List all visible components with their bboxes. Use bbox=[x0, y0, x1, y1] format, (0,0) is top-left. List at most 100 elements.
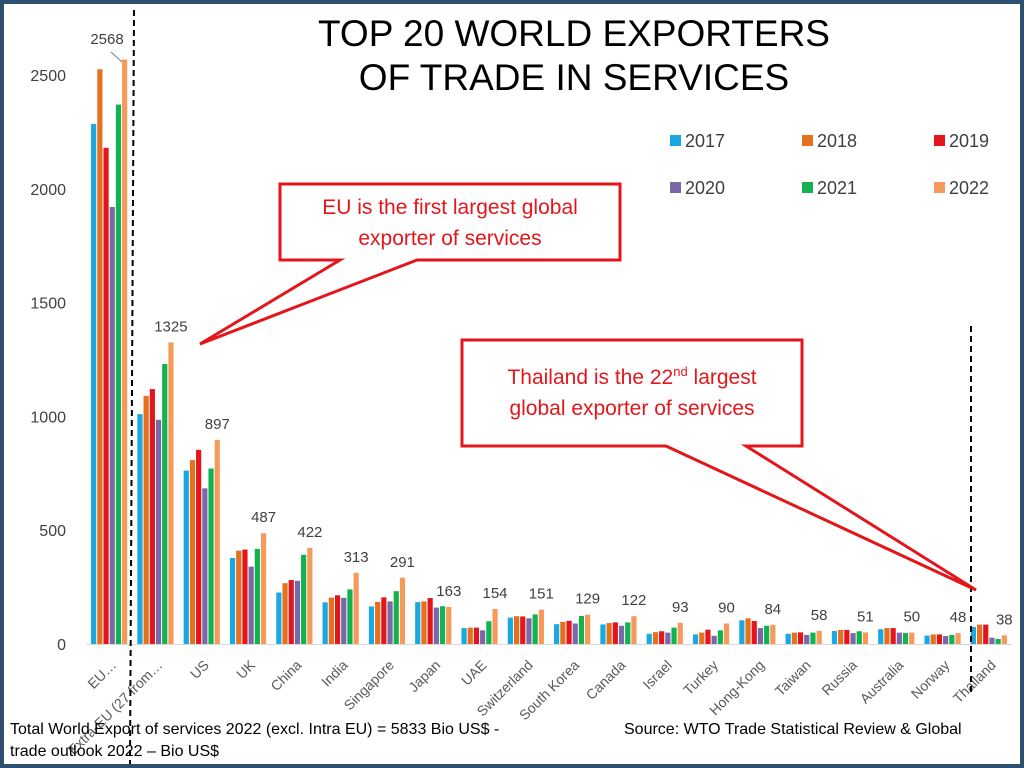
bar-2020 bbox=[850, 633, 856, 644]
separator-line-eu bbox=[129, 9, 135, 764]
bar-2019 bbox=[242, 549, 248, 644]
bar-2021 bbox=[671, 627, 677, 644]
legend-swatch bbox=[670, 135, 681, 146]
bar-2017 bbox=[137, 414, 143, 644]
bar-2018 bbox=[884, 628, 890, 644]
bar-2022 bbox=[677, 622, 683, 644]
bar-2022 bbox=[538, 609, 544, 644]
callout-eu-box bbox=[199, 182, 622, 346]
data-labels: 2568 1325 897 487 422 313 291 163 154 151 129 122 93… bbox=[90, 31, 1012, 628]
bar-2022 bbox=[862, 632, 869, 644]
bar-2022 bbox=[816, 630, 822, 644]
bar-2020 bbox=[294, 580, 301, 644]
bar-2022 bbox=[260, 533, 267, 644]
bar-2019 bbox=[705, 629, 711, 644]
bar-2017 bbox=[368, 606, 375, 644]
bar-2021 bbox=[810, 632, 816, 644]
legend-label: 2021 bbox=[817, 178, 857, 198]
bar-2020 bbox=[943, 636, 949, 644]
title-line-1: TOP 20 WORLD EXPORTERS bbox=[318, 13, 830, 54]
data-label: 487 bbox=[251, 509, 276, 526]
x-category-label: US bbox=[187, 657, 212, 682]
data-label: 51 bbox=[857, 608, 874, 625]
bar-2018 bbox=[236, 550, 242, 644]
data-label: 154 bbox=[482, 585, 507, 602]
bar-2022 bbox=[353, 572, 359, 644]
bar-2022 bbox=[723, 623, 730, 644]
bar-2020 bbox=[480, 630, 486, 644]
callout-eu-line-1: EU is the first largest global bbox=[322, 196, 578, 219]
bar-2019 bbox=[612, 622, 618, 644]
callout-thailand-sup: nd bbox=[673, 364, 688, 379]
bar-2020 bbox=[711, 635, 717, 644]
bar-2022 bbox=[1001, 635, 1007, 644]
bar-2019 bbox=[473, 627, 480, 644]
data-label: 58 bbox=[811, 607, 828, 624]
callout-eu-text: EU is the first largest global exporter … bbox=[282, 192, 618, 254]
x-category-label: Japan bbox=[405, 657, 443, 695]
x-category-label: Canada bbox=[583, 657, 629, 703]
data-label: 291 bbox=[390, 554, 415, 571]
callout-thailand-line-2: global exporter of services bbox=[509, 397, 755, 420]
bar-2018 bbox=[699, 632, 705, 644]
callout-thailand-post: largest bbox=[687, 366, 757, 389]
x-category-label: Russia bbox=[818, 657, 860, 699]
bar-2022 bbox=[307, 547, 313, 644]
legend-swatch bbox=[802, 135, 813, 146]
x-axis: EU…Extra-EU (27 from… US UK China IndiaSinga… bbox=[65, 644, 1012, 758]
bar-2019 bbox=[381, 597, 387, 644]
x-category-label: Norway bbox=[908, 657, 953, 702]
bar-2018 bbox=[838, 629, 844, 644]
bar-2017 bbox=[461, 628, 467, 644]
bar-2017 bbox=[507, 617, 513, 644]
bar-2021 bbox=[625, 622, 631, 644]
bar-2018 bbox=[513, 616, 520, 644]
bar-2018 bbox=[652, 632, 659, 644]
callout-thailand-box bbox=[460, 338, 977, 592]
bar-2018 bbox=[189, 460, 196, 644]
bar-2021 bbox=[486, 621, 492, 644]
bar-2021 bbox=[902, 633, 909, 644]
x-category-label: China bbox=[267, 657, 304, 694]
data-label: 84 bbox=[764, 601, 781, 618]
bar-2020 bbox=[618, 625, 625, 644]
bar-2019 bbox=[520, 616, 526, 644]
bar-2018 bbox=[976, 624, 983, 644]
bar-2019 bbox=[983, 624, 989, 644]
footer-source: Source: WTO Trade Statistical Review & G… bbox=[624, 721, 962, 738]
bar-2020 bbox=[757, 628, 764, 644]
bar-2020 bbox=[572, 623, 578, 644]
bar-2020 bbox=[202, 488, 208, 644]
bar-2021 bbox=[532, 614, 538, 644]
bar-2022 bbox=[585, 614, 591, 644]
bar-2017 bbox=[692, 634, 699, 644]
legend-swatch bbox=[670, 182, 681, 193]
bar-2020 bbox=[155, 419, 162, 644]
bar-2018 bbox=[97, 69, 103, 644]
bar-2018 bbox=[282, 583, 288, 644]
bar-2020 bbox=[896, 632, 902, 644]
bar-2017 bbox=[600, 624, 606, 644]
data-label: 48 bbox=[950, 609, 967, 626]
bar-2017 bbox=[924, 635, 930, 644]
y-tick-label: 500 bbox=[39, 523, 66, 540]
bar-2019 bbox=[797, 632, 804, 644]
legend-label: 2022 bbox=[949, 178, 989, 198]
x-category-label: Singapore bbox=[341, 657, 398, 714]
data-label: 422 bbox=[297, 524, 322, 541]
bar-2022 bbox=[631, 616, 637, 644]
y-tick-label: 0 bbox=[57, 637, 66, 654]
bar-2021 bbox=[162, 364, 168, 644]
bar-2018 bbox=[606, 623, 612, 644]
bar-2021 bbox=[301, 554, 307, 644]
bar-2018 bbox=[930, 634, 936, 644]
bar-2018 bbox=[467, 627, 473, 644]
bar-2022 bbox=[492, 608, 498, 644]
bar-2019 bbox=[566, 620, 572, 644]
bar-2020 bbox=[109, 207, 115, 644]
bar-2019 bbox=[936, 634, 943, 644]
bar-2018 bbox=[421, 601, 427, 644]
bar-2017 bbox=[322, 602, 328, 644]
bar-2018 bbox=[560, 621, 566, 644]
